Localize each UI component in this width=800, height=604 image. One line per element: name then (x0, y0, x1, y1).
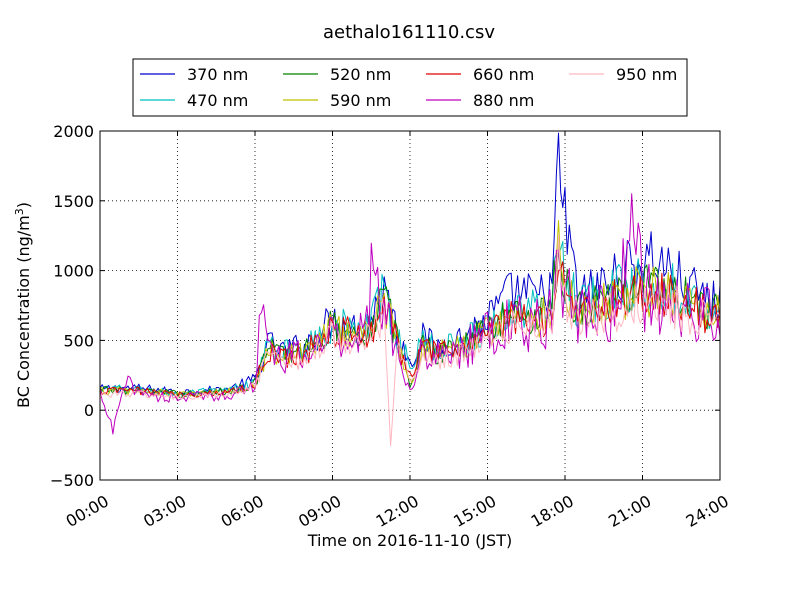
x-tick-label: 21:00 (605, 491, 654, 531)
legend-frame (132, 58, 688, 117)
y-tick-label: 500 (63, 331, 94, 350)
legend-label: 880 nm (473, 91, 534, 110)
y-tick-label: 1500 (53, 192, 94, 211)
x-tick-label: 03:00 (140, 491, 189, 531)
y-tick-labels: −500 0 500 1000 1500 2000 (50, 122, 94, 490)
x-axis-label: Time on 2016-11-10 (JST) (307, 531, 512, 550)
y-tick-label: −500 (50, 471, 94, 490)
y-axis-label-main: BC Concentration (ng/m (14, 215, 33, 408)
legend: 370 nm 470 nm 520 nm 590 nm 660 nm 880 nm 950 … (132, 58, 688, 117)
legend-label: 470 nm (187, 91, 248, 110)
series-line (99, 240, 721, 396)
chart-title: aethalo161110.csv (323, 22, 495, 43)
x-tick-label: 09:00 (295, 491, 344, 531)
x-tick-label: 24:00 (683, 491, 732, 531)
y-tick-label: 0 (84, 401, 94, 420)
plot-lines (99, 132, 721, 447)
legend-label: 660 nm (473, 65, 534, 84)
x-tick-label: 18:00 (528, 491, 577, 531)
legend-label: 590 nm (330, 91, 391, 110)
x-tick-label: 12:00 (373, 491, 422, 531)
series-line (99, 234, 721, 447)
x-tick-labels: 00:00 03:00 06:00 09:00 12:00 15:00 18:00 21:00… (63, 491, 732, 531)
x-tick-label: 00:00 (63, 491, 112, 531)
ticks (99, 130, 721, 481)
x-tick-label: 15:00 (450, 491, 499, 531)
x-tick-label: 06:00 (218, 491, 267, 531)
y-tick-label: 2000 (53, 122, 94, 141)
legend-label: 520 nm (330, 65, 391, 84)
y-axis-label: BC Concentration (ng/m3) (13, 202, 33, 408)
y-tick-label: 1000 (53, 262, 94, 281)
series-line (99, 193, 721, 435)
legend-label: 370 nm (187, 65, 248, 84)
y-axis-label-end: ) (14, 202, 33, 208)
legend-label: 950 nm (616, 65, 677, 84)
series-line (99, 261, 721, 399)
y-axis-label-sup: 3 (13, 208, 26, 215)
